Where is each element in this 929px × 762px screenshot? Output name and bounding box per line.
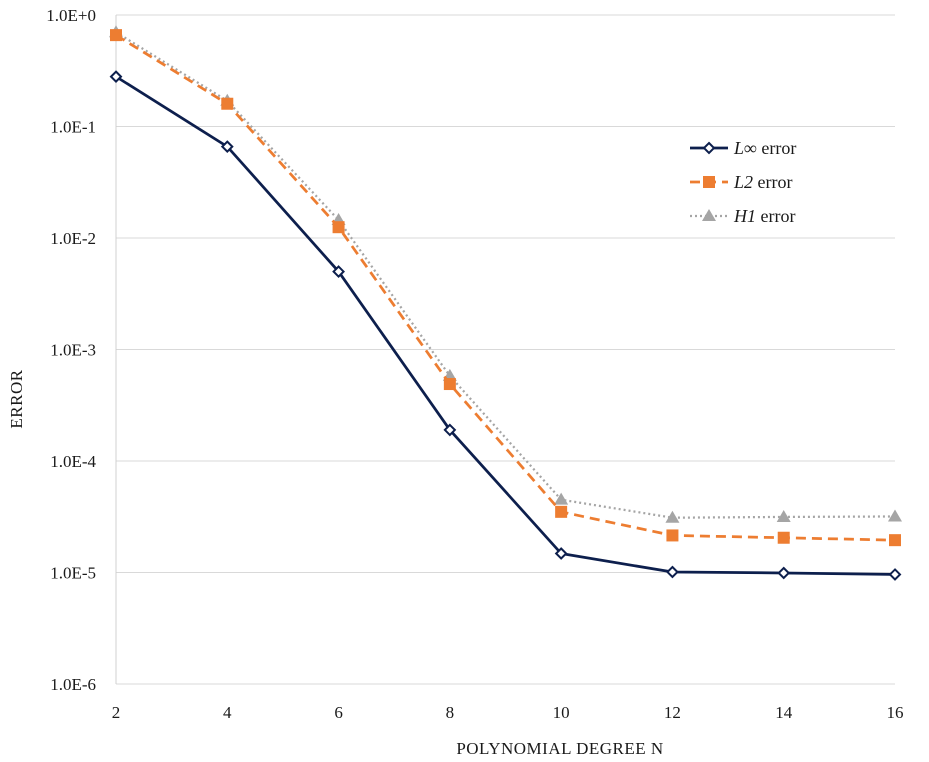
data-point — [554, 547, 568, 560]
y-tick-label: 1.0E-4 — [50, 452, 96, 471]
y-tick-label: 1.0E-6 — [50, 675, 96, 694]
legend-label-text: error — [753, 172, 792, 192]
y-tick-labels: 1.0E+0 1.0E-1 1.0E-2 1.0E-3 1.0E-4 1.0E-5 1.0E… — [46, 6, 96, 694]
legend-label: L∞ error — [733, 138, 796, 158]
data-point — [776, 509, 791, 522]
data-point — [777, 566, 791, 580]
x-axis-title: POLYNOMIAL DEGREE N — [456, 739, 663, 758]
x-tick-label: 6 — [334, 703, 343, 722]
legend-label-symbol: L2 — [733, 172, 753, 192]
data-point — [109, 70, 123, 84]
legend-label-symbol: L∞ — [733, 138, 757, 158]
y-axis-title: ERROR — [7, 369, 26, 428]
y-tick-label: 1.0E-3 — [50, 341, 96, 360]
legend-swatch-marker — [702, 209, 716, 221]
series-0 — [109, 70, 902, 581]
legend-swatch-marker — [702, 141, 716, 155]
data-point — [443, 378, 456, 391]
x-tick-labels: 2 4 6 8 10 12 14 16 — [112, 703, 904, 722]
data-point — [777, 531, 790, 544]
x-tick-label: 14 — [775, 703, 793, 722]
y-tick-label: 1.0E-1 — [50, 118, 96, 137]
series-1 — [110, 29, 901, 547]
y-tick-label: 1.0E-5 — [50, 564, 96, 583]
data-point — [889, 534, 901, 547]
y-tick-label: 1.0E+0 — [46, 6, 96, 25]
legend-item: L∞ error — [690, 138, 796, 158]
series-line — [115, 75, 896, 576]
x-tick-label: 4 — [223, 703, 232, 722]
data-point — [221, 97, 234, 110]
legend-swatch-marker — [703, 176, 715, 188]
grid-lines — [116, 14, 895, 685]
x-tick-label: 10 — [553, 703, 570, 722]
x-tick-label: 16 — [887, 703, 904, 722]
y-tick-label: 1.0E-2 — [50, 229, 96, 248]
data-point — [555, 505, 568, 518]
x-tick-label: 8 — [446, 703, 455, 722]
legend-item: L2 error — [690, 172, 793, 192]
data-point — [220, 140, 234, 154]
x-tick-label: 2 — [112, 703, 121, 722]
data-point — [888, 509, 902, 522]
data-point — [332, 221, 345, 234]
legend-label-text: error — [757, 138, 796, 158]
data-point — [554, 492, 569, 505]
legend-label: L2 error — [733, 172, 793, 192]
legend-item: H1 error — [690, 206, 795, 226]
legend-label-symbol: H1 — [733, 206, 756, 226]
data-point — [666, 565, 679, 579]
legend-label: H1 error — [733, 206, 795, 226]
data-point — [332, 265, 345, 278]
data-point — [110, 29, 122, 42]
data-point — [665, 510, 680, 523]
data-point — [443, 423, 457, 437]
x-tick-label: 12 — [664, 703, 681, 722]
legend-label-text: error — [756, 206, 795, 226]
data-point — [888, 568, 902, 581]
series-line — [115, 33, 896, 542]
series-layer — [109, 25, 902, 581]
data-point — [666, 529, 679, 542]
